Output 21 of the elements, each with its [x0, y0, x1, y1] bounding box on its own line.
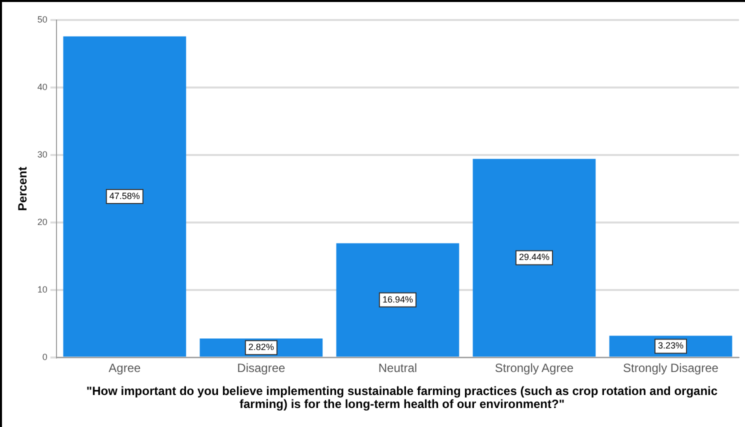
y-tick-label: 50: [37, 14, 48, 24]
data-label: 3.23%: [658, 340, 684, 351]
y-tick-label: 40: [37, 82, 48, 92]
x-tick-label: Strongly Agree: [494, 361, 574, 376]
data-label: 29.44%: [518, 252, 550, 262]
data-label: 16.94%: [382, 294, 413, 304]
y-tick-label: 10: [37, 284, 48, 295]
x-tick-label: Disagree: [237, 361, 286, 376]
y-tick-label: 0: [42, 352, 48, 362]
bar: [336, 243, 460, 357]
x-tick-label: Agree: [108, 361, 141, 376]
x-tick-label: Strongly Disagree: [623, 361, 719, 376]
x-axis-title: "How important do you believe implementing sustainable farming practices (such as crop rotation and organic farming) is for the long-term health of our environment?": [85, 384, 719, 411]
bar: [63, 36, 186, 357]
y-tick-label: 30: [37, 150, 48, 160]
y-tick-label: 20: [37, 217, 48, 228]
x-tick-label: Neutral: [378, 361, 418, 376]
data-label: 2.82%: [248, 342, 274, 352]
data-label: 47.58%: [109, 190, 140, 201]
y-axis-title: Percent: [16, 166, 30, 211]
bar: [472, 158, 596, 357]
